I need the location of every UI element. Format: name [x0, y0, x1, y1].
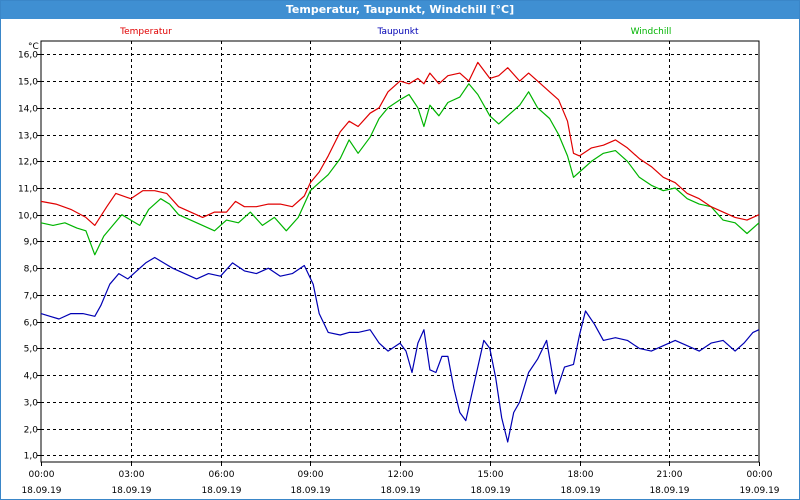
- series-line-temperatur: [40, 61, 760, 226]
- x-tick-date: 18.09.19: [380, 486, 420, 496]
- y-tick-label: 2,0: [24, 426, 39, 436]
- x-tick-date: 19.09.19: [739, 486, 779, 496]
- x-tick-date: 18.09.19: [290, 486, 330, 496]
- x-tick-time: 03:00: [119, 470, 145, 480]
- x-tick-time: 18:00: [568, 470, 594, 480]
- y-tick-label: 14,0: [18, 105, 38, 115]
- y-unit-label: °C: [28, 42, 39, 52]
- x-tick-date: 18.09.19: [21, 486, 61, 496]
- y-tick-label: 5,0: [24, 345, 39, 355]
- x-tick-time: 21:00: [657, 470, 683, 480]
- series-line-taupunkt: [40, 256, 760, 443]
- x-tick-time: 06:00: [209, 470, 235, 480]
- legend-label-temperatur: Temperatur: [119, 27, 172, 37]
- x-tick-time: 00:00: [29, 470, 55, 480]
- y-tick-label: 6,0: [24, 319, 39, 329]
- x-tick-date: 18.09.19: [649, 486, 689, 496]
- x-tick-date: 18.09.19: [201, 486, 241, 496]
- y-tick-label: 13,0: [18, 132, 38, 142]
- x-tick-time: 12:00: [388, 470, 414, 480]
- y-tick-label: 16,0: [18, 51, 38, 61]
- window-title: Temperatur, Taupunkt, Windchill [°C]: [1, 1, 799, 19]
- x-tick-date: 18.09.19: [470, 486, 510, 496]
- y-tick-label: 4,0: [24, 372, 39, 382]
- x-tick-time: 09:00: [298, 470, 324, 480]
- x-tick-time: 00:00: [747, 470, 773, 480]
- x-tick-date: 18.09.19: [111, 486, 151, 496]
- legend-label-windchill: Windchill: [631, 27, 672, 37]
- x-tick-date: 18.09.19: [560, 486, 600, 496]
- y-tick-label: 15,0: [18, 78, 38, 88]
- y-tick-label: 10,0: [18, 212, 38, 222]
- x-tick-time: 15:00: [478, 470, 504, 480]
- series-line-windchill: [40, 83, 760, 256]
- y-tick-label: 1,0: [24, 452, 39, 462]
- y-tick-label: 9,0: [24, 238, 39, 248]
- legend-label-taupunkt: Taupunkt: [376, 27, 419, 37]
- y-tick-label: 8,0: [24, 265, 39, 275]
- y-tick-label: 3,0: [24, 399, 39, 409]
- y-tick-label: 12,0: [18, 158, 38, 168]
- y-tick-label: 11,0: [18, 185, 38, 195]
- y-tick-label: 7,0: [24, 292, 39, 302]
